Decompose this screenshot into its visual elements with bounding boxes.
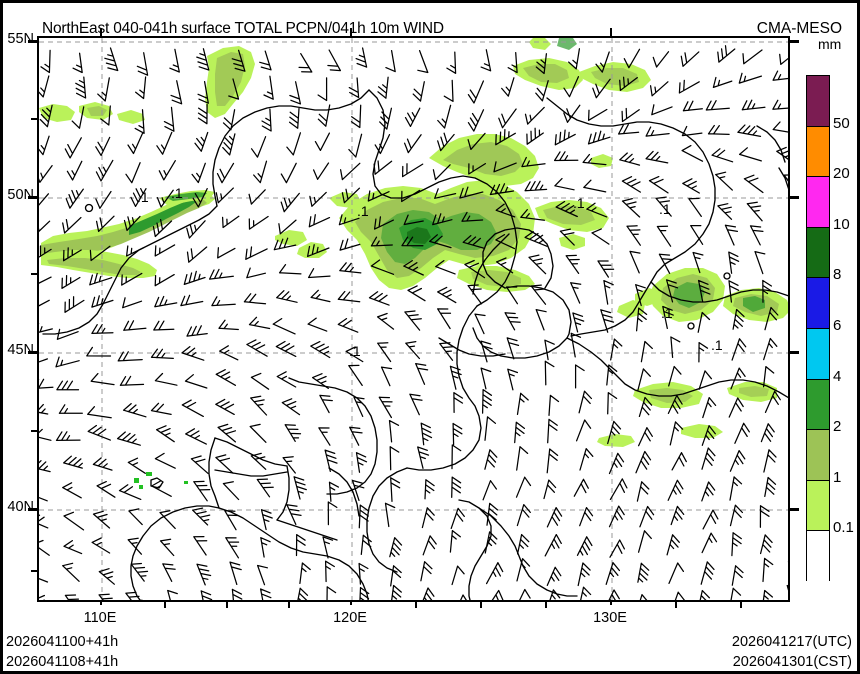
colorbar-band-4-6: [807, 328, 829, 380]
lon-tick-120E: [350, 602, 352, 605]
lon-tick-top: [610, 28, 612, 36]
lat-label-55N: 55N: [7, 31, 34, 47]
lat-tick-right: [790, 351, 799, 354]
lat-tick-minor: [31, 273, 37, 275]
lon-label-110E: 110E: [83, 610, 117, 626]
colorbar-band-2-4: [807, 379, 829, 431]
lon-tick-top: [350, 28, 352, 36]
lat-label-50N: 50N: [7, 187, 34, 203]
lat-tick-minor: [31, 430, 37, 432]
lat-label-40N: 40N: [7, 499, 34, 515]
colorbar-tick-0.1: 0.1: [833, 519, 854, 537]
lat-tick-55N: [28, 40, 37, 43]
colorbar-tick-2: 2: [833, 418, 842, 436]
footer-init-cst: 2026041108+41h: [6, 654, 119, 670]
lat-tick-minor: [31, 570, 37, 572]
lat-tick-right: [790, 40, 799, 43]
contour-label: .1: [573, 195, 585, 211]
model-label: CMA-MESO: [756, 20, 842, 37]
lon-tick-minor: [164, 602, 166, 608]
footer-valid-cst: 2026041301(CST): [732, 654, 852, 670]
colorbar-tick-1: 1: [833, 468, 842, 486]
lat-tick-45N: [28, 351, 37, 354]
lon-tick-top: [100, 28, 102, 36]
colorbar-band-1-2: [807, 430, 829, 481]
contour-label: .1: [137, 189, 149, 205]
colorbar-band-6-8: [807, 278, 829, 329]
precipitation-colorbar[interactable]: [806, 75, 830, 582]
lon-tick-minor: [226, 602, 228, 608]
contour-label: .1: [349, 343, 361, 359]
colorbar-tick-4: 4: [833, 367, 842, 385]
colorbar-band-8-10: [807, 227, 829, 279]
colorbar-band-0.1-1: [807, 480, 829, 532]
colorbar-band-50: [807, 76, 829, 127]
lon-tick-minor: [415, 602, 417, 608]
footer-valid-utc: 2026041217(UTC): [731, 634, 852, 650]
lon-tick-minor: [740, 602, 742, 608]
colorbar-unit-label: mm: [818, 36, 842, 52]
lon-label-130E: 130E: [593, 610, 627, 626]
colorbar-tick-20: 20: [833, 165, 850, 183]
lon-tick-130E: [610, 602, 612, 605]
precipitation-shading: [39, 38, 788, 489]
lat-tick-right: [790, 508, 799, 511]
lon-tick-minor: [480, 602, 482, 608]
colorbar-tick-50: 50: [833, 114, 850, 132]
lon-tick-110E: [100, 602, 102, 605]
lat-tick-50N: [28, 196, 37, 199]
lat-tick-right: [790, 196, 799, 199]
colorbar-tick-10: 10: [833, 215, 850, 233]
wind-barbs: [39, 45, 788, 600]
map-plot: .1 .1 .1 .1 .1 .1 .1 .1: [37, 36, 790, 602]
lon-tick-minor: [545, 602, 547, 608]
lon-label-120E: 120E: [333, 610, 367, 626]
contour-label: .1: [711, 337, 723, 353]
lat-tick-40N: [28, 508, 37, 511]
lat-tick-minor: [31, 118, 37, 120]
colorbar-band-20-50: [807, 126, 829, 178]
colorbar-tick-8: 8: [833, 266, 842, 284]
lat-label-45N: 45N: [7, 342, 34, 358]
colorbar-band-10-20: [807, 177, 829, 228]
contour-label: .1: [357, 203, 369, 219]
lon-tick-minor: [675, 602, 677, 608]
colorbar-band-0.1: [807, 531, 829, 582]
colorbar-tick-6: 6: [833, 317, 842, 334]
lon-tick-minor: [288, 602, 290, 608]
footer-init-utc: 2026041100+41h: [6, 634, 119, 650]
page-title: NorthEast 040-041h surface TOTAL PCPN/04…: [42, 20, 444, 37]
contour-label: .1: [171, 185, 183, 201]
